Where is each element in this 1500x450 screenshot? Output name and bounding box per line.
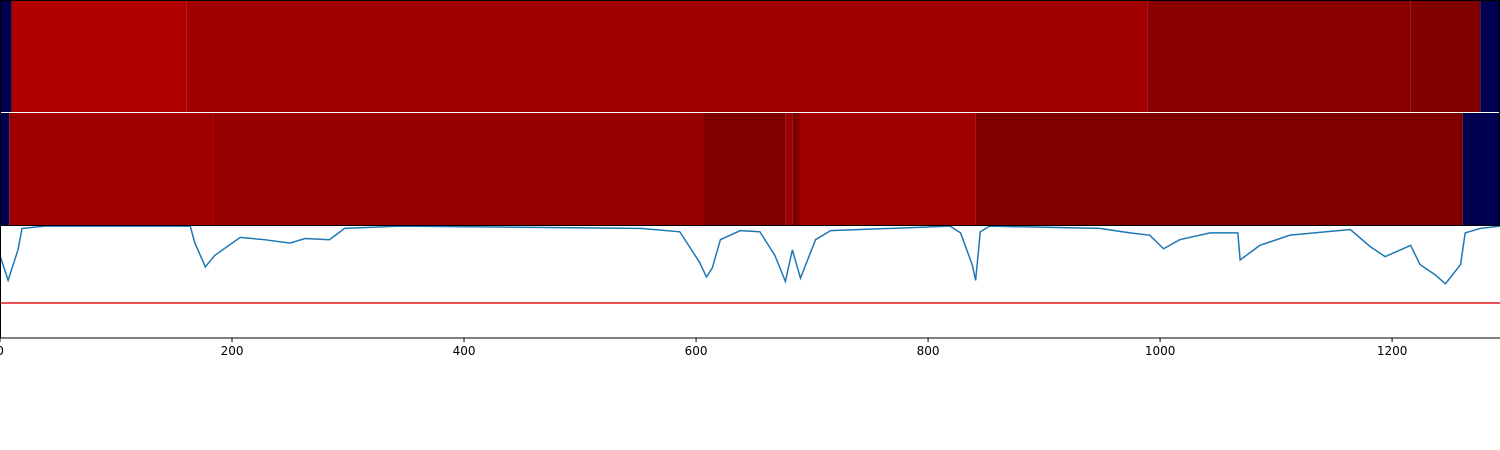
x-tick-label: 0 (0, 344, 4, 358)
heatmap-segment (1480, 0, 1500, 112)
heatmap-segment (186, 0, 1148, 112)
x-tick-label: 1000 (1145, 344, 1176, 358)
heatmap-segment (792, 113, 801, 225)
heatmap-segment (0, 113, 10, 225)
heatmap-segment (9, 113, 214, 225)
heatmap-segment (800, 113, 976, 225)
x-tick-label: 400 (453, 344, 476, 358)
heatmap-segment (1410, 0, 1481, 112)
line-series (0, 225, 1500, 285)
x-tick-label: 200 (221, 344, 244, 358)
heatmap-segment (975, 113, 1463, 225)
heatmap-segment (1147, 0, 1411, 112)
heatmap-segment (213, 113, 704, 225)
x-tick-label: 1200 (1377, 344, 1408, 358)
heatmap-segment (785, 113, 793, 225)
heatmap-segment (0, 0, 12, 112)
heatmap-segment (11, 0, 187, 112)
heatmap-segment (1462, 113, 1500, 225)
x-tick-label: 600 (685, 344, 708, 358)
heatmap-segment (703, 113, 786, 225)
x-tick-label: 800 (917, 344, 940, 358)
